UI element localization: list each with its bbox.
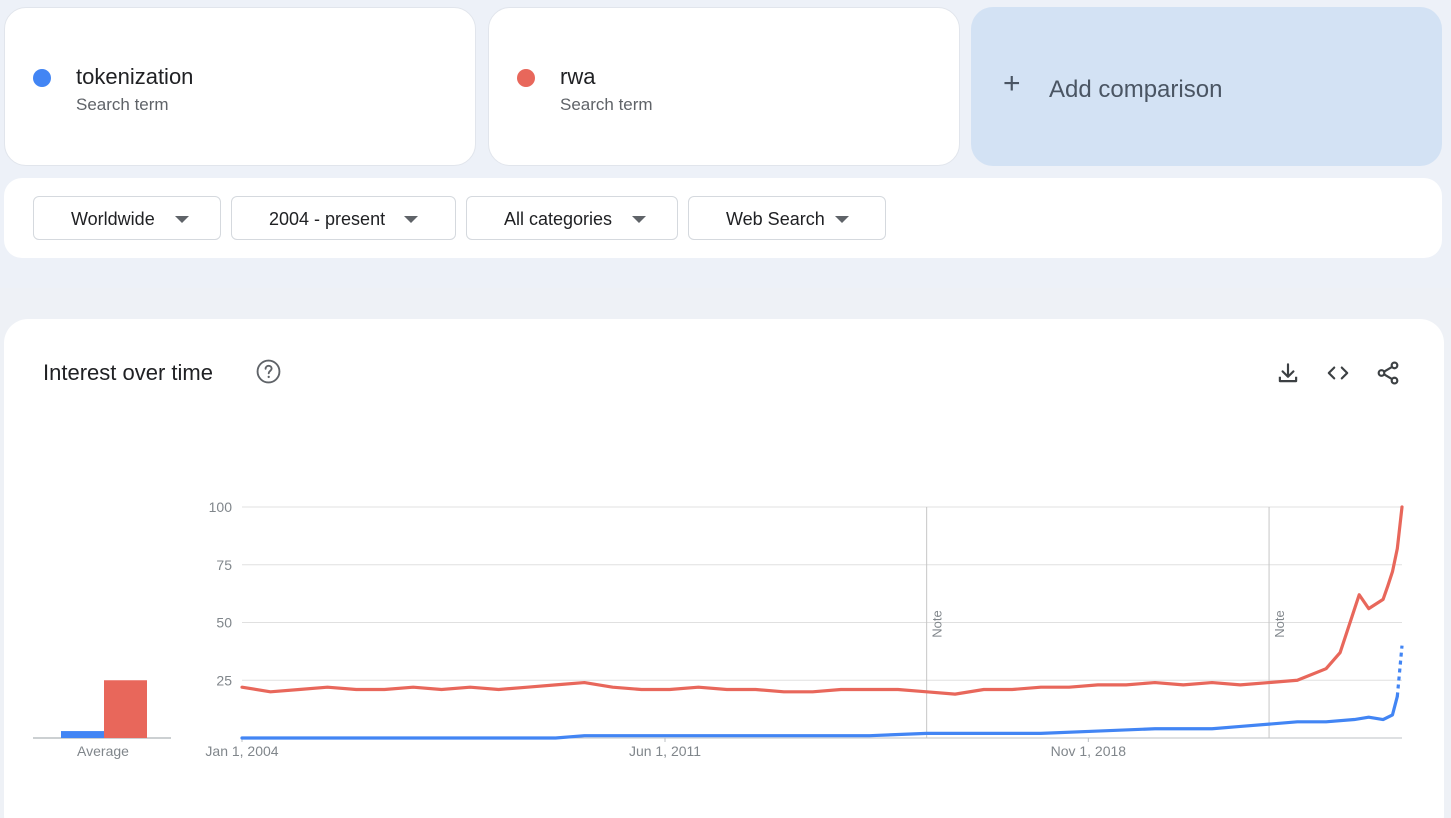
share-icon[interactable] [1375,360,1401,386]
series-line-partial-tokenization [1395,645,1404,697]
region-dropdown[interactable]: Worldwide [33,196,221,240]
help-circle-icon[interactable] [256,359,281,384]
series-line-rwa [240,505,1404,696]
series-color-dot [517,69,535,87]
average-bar-rwa [104,680,147,738]
category-dropdown-label: All categories [504,209,613,229]
add-comparison-label: Add comparison [1049,76,1223,103]
region-dropdown-label: Worldwide [71,209,155,229]
series-line-tokenization [240,694,1399,740]
search-term-name[interactable]: tokenization [76,64,194,89]
y-tick-label: 50 [216,615,232,631]
caret-down-icon [835,216,849,223]
category-dropdown[interactable]: All categories [466,196,678,240]
x-tick-label: Jun 1, 2011 [629,743,701,759]
search-term-type: Search term [560,95,653,114]
search-term-type: Search term [76,95,169,114]
note-marker-label: Note [930,610,945,637]
interest-over-time-chart: 25 50 75 100 Jan 1, 2004 Jun 1, 2011 Nov 1, 20… [33,499,1404,759]
y-tick-label: 100 [209,499,233,515]
caret-down-icon [404,216,418,223]
y-tick-label: 25 [216,672,232,688]
time-range-dropdown[interactable]: 2004 - present [231,196,456,240]
search-term-name[interactable]: rwa [560,64,596,89]
plus-icon: + [1003,67,1021,100]
interest-over-time-card: Interest over time 25 50 75 100 Jan 1, 2004 J… [4,319,1444,818]
search-term-card-tokenization[interactable]: tokenization Search term [4,7,476,166]
search-property-dropdown-label: Web Search [726,209,825,229]
add-comparison-button[interactable]: + Add comparison [971,7,1442,166]
caret-down-icon [632,216,646,223]
chart-title: Interest over time [43,360,213,385]
embed-code-icon[interactable] [1325,360,1351,386]
series-color-dot [33,69,51,87]
average-bar-tokenization [61,731,104,738]
filter-bar: Worldwide 2004 - present All categories … [4,178,1442,258]
note-marker-label: Note [1272,610,1287,637]
search-property-dropdown[interactable]: Web Search [688,196,886,240]
y-tick-label: 75 [216,557,232,573]
x-tick-label: Nov 1, 2018 [1051,743,1127,759]
time-range-dropdown-label: 2004 - present [269,209,386,229]
search-term-card-rwa[interactable]: rwa Search term [488,7,960,166]
average-label: Average [77,743,129,759]
download-icon[interactable] [1275,360,1301,386]
caret-down-icon [175,216,189,223]
x-tick-label: Jan 1, 2004 [205,743,278,759]
